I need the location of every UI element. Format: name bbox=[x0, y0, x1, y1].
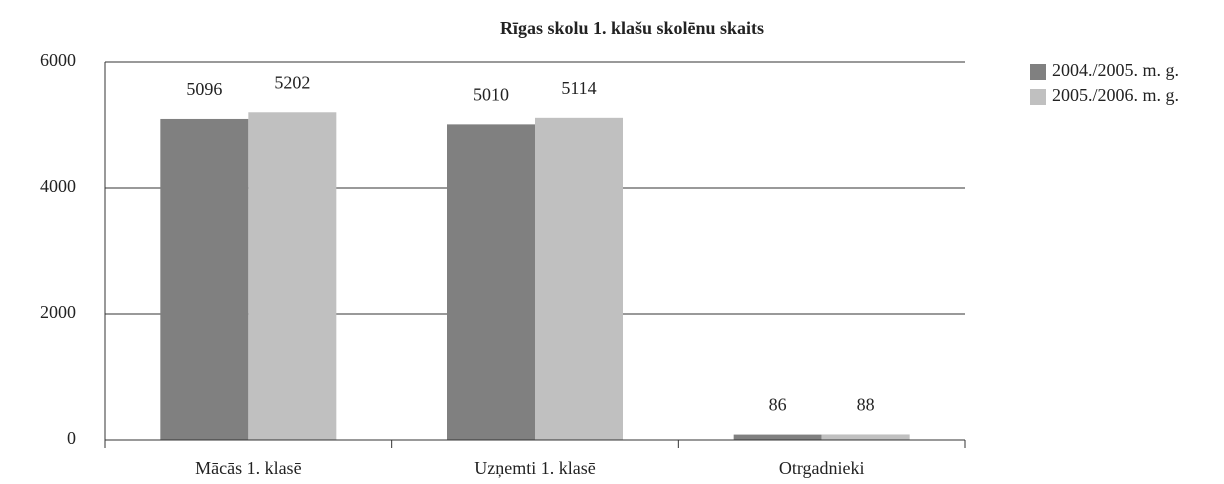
value-label: 88 bbox=[857, 395, 875, 415]
bar bbox=[447, 124, 535, 440]
legend-label: 2004./2005. m. g. bbox=[1052, 60, 1179, 80]
value-label: 5096 bbox=[186, 79, 222, 99]
legend-swatch bbox=[1030, 89, 1046, 105]
bar bbox=[160, 119, 248, 440]
bar bbox=[535, 118, 623, 440]
legend-label: 2005./2006. m. g. bbox=[1052, 85, 1179, 105]
value-label: 5114 bbox=[561, 78, 596, 98]
y-tick-label: 6000 bbox=[40, 50, 76, 70]
bar bbox=[734, 435, 822, 440]
x-tick-label: Mācās 1. klasē bbox=[195, 458, 301, 478]
x-tick-label: Otrgadnieki bbox=[779, 458, 865, 478]
y-tick-label: 2000 bbox=[40, 302, 76, 322]
bar bbox=[248, 112, 336, 440]
value-label: 86 bbox=[769, 395, 787, 415]
x-tick-label: Uzņemti 1. klasē bbox=[474, 458, 595, 478]
bar bbox=[822, 434, 910, 440]
value-label: 5202 bbox=[274, 72, 310, 92]
y-tick-label: 4000 bbox=[40, 176, 76, 196]
chart-title: Rīgas skolu 1. klašu skolēnu skaits bbox=[500, 18, 764, 38]
value-label: 5010 bbox=[473, 84, 509, 104]
y-tick-label: 0 bbox=[67, 428, 76, 448]
chart: Rīgas skolu 1. klašu skolēnu skaits 0 200… bbox=[0, 0, 1224, 484]
legend-swatch bbox=[1030, 64, 1046, 80]
